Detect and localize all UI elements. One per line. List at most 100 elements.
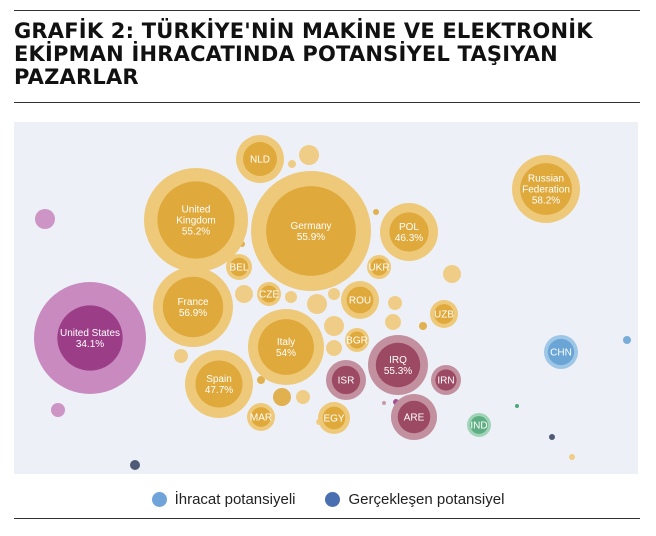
- bubble-irq-label-1: 55.3%: [384, 366, 412, 377]
- bubble-united-kingdom-label-0: United: [182, 205, 211, 216]
- bubble-irn: IRN: [431, 365, 461, 395]
- minor-bubble-7: [328, 288, 340, 300]
- bubble-rou-realized: [346, 286, 374, 314]
- bubble-mar: MAR: [247, 403, 275, 431]
- bubble-ukr-realized: [370, 258, 388, 276]
- bubble-egy-label-0: EGY: [323, 414, 344, 425]
- bubble-nld-realized: [243, 142, 277, 176]
- bubble-russian-federation-realized: [520, 163, 572, 215]
- bubble-uzb-realized: [434, 304, 454, 324]
- legend: İhracat potansiyeli Gerçekleşen potansiy…: [0, 488, 656, 510]
- bubble-nld-label-0: NLD: [250, 155, 270, 166]
- minor-bubble-26: [549, 434, 555, 440]
- bubble-bgr-realized: [348, 331, 366, 349]
- bubble-ind-realized: [470, 416, 488, 434]
- bubble-chn: CHN: [544, 335, 578, 369]
- bubble-bel: BEL: [226, 254, 252, 280]
- bubble-united-kingdom-realized: [157, 181, 235, 259]
- bubble-bel-realized: [229, 257, 249, 277]
- bubble-mar-realized: [251, 407, 271, 427]
- minor-bubble-14: [174, 349, 188, 363]
- minor-bubble-9: [324, 316, 344, 336]
- bubble-chn-realized: [547, 338, 575, 366]
- legend-item-ihracat: İhracat potansiyeli: [151, 490, 296, 508]
- bubble-isr: ISR: [326, 360, 366, 400]
- bubble-bgr-label-0: BGR: [346, 336, 368, 347]
- minor-bubble-20: [51, 403, 65, 417]
- bubble-irq-realized: [375, 342, 421, 388]
- bubble-france-label-0: France: [177, 297, 209, 308]
- bubble-bgr: BGR: [345, 328, 369, 352]
- bubble-italy-label-0: Italy: [277, 337, 295, 348]
- bubble-united-states-label-0: United States: [60, 328, 120, 339]
- bubble-cze-realized: [260, 285, 278, 303]
- bubble-irn-label-0: IRN: [437, 376, 454, 387]
- bubble-uzb: UZB: [430, 300, 458, 328]
- bubble-isr-label-0: ISR: [338, 376, 355, 387]
- bubble-italy-realized: [258, 319, 314, 375]
- bubble-germany-realized: [266, 186, 356, 276]
- minor-bubble-6: [307, 294, 327, 314]
- minor-bubble-1: [288, 160, 296, 168]
- minor-bubble-19: [35, 209, 55, 229]
- bubble-united-states-label-1: 34.1%: [76, 339, 104, 350]
- minor-bubble-12: [419, 322, 427, 330]
- bubble-france-label-1: 56.9%: [179, 308, 207, 319]
- legend-item-gerceklesen: Gerçekleşen potansiyel: [325, 491, 504, 508]
- minor-bubble-25: [623, 336, 631, 344]
- bubble-rou: ROU: [341, 281, 379, 319]
- minor-bubble-5: [285, 291, 297, 303]
- bubble-russian-federation-label-2: 58.2%: [532, 196, 560, 207]
- bubble-france-realized: [162, 276, 224, 338]
- minor-bubble-13: [443, 265, 461, 283]
- minor-bubble-17: [296, 390, 310, 404]
- bubble-cze: CZE: [257, 282, 281, 306]
- minor-bubble-15: [257, 376, 265, 384]
- bubble-ukr-label-0: UKR: [368, 263, 389, 274]
- bubble-egy-realized: [322, 406, 346, 430]
- bubble-nld: NLD: [236, 135, 284, 183]
- minor-bubble-10: [385, 314, 401, 330]
- bubble-chn-label-0: CHN: [550, 348, 572, 359]
- bubble-uzb-label-0: UZB: [434, 310, 454, 321]
- bubble-irq-label-0: IRQ: [389, 355, 407, 366]
- bubble-ind: IND: [467, 413, 491, 437]
- bubble-united-kingdom-label-1: Kingdom: [176, 216, 215, 227]
- minor-bubble-23: [382, 401, 386, 405]
- minor-bubble-21: [130, 460, 140, 470]
- bubble-spain-realized: [195, 360, 243, 408]
- bubble-pol-label-1: 46.3%: [395, 233, 423, 244]
- bubble-cze-label-0: CZE: [259, 290, 279, 301]
- bubble-pol-realized: [389, 212, 429, 252]
- bubble-germany-label-1: 55.9%: [297, 232, 325, 243]
- bubble-united-states-realized: [57, 305, 123, 371]
- chart-title: GRAFİK 2: TÜRKİYE'NİN MAKİNE VE ELEKTRON…: [14, 19, 593, 89]
- bubble-egy: EGY: [318, 402, 350, 434]
- title-bottom-rule: [14, 102, 640, 103]
- bubble-spain-label-1: 47.7%: [205, 385, 233, 396]
- bubble-are-realized: [397, 400, 431, 434]
- bubble-irn-realized: [435, 369, 457, 391]
- bottom-rule: [14, 518, 640, 519]
- minor-bubble-4: [235, 285, 253, 303]
- minor-bubble-16: [273, 388, 291, 406]
- bubble-russian-federation-label-1: Federation: [522, 185, 570, 196]
- bubble-are-label-0: ARE: [404, 413, 425, 424]
- minor-bubble-24: [515, 404, 519, 408]
- minor-bubble-11: [326, 340, 342, 356]
- legend-label-ihracat: İhracat potansiyeli: [174, 490, 296, 508]
- minor-bubble-8: [388, 296, 402, 310]
- bubble-rou-label-0: ROU: [349, 296, 371, 307]
- bubble-russian-federation-label-0: Russian: [528, 174, 564, 185]
- legend-swatch-ihracat: [151, 491, 167, 507]
- minor-bubble-0: [299, 145, 319, 165]
- bubble-are: ARE: [391, 394, 437, 440]
